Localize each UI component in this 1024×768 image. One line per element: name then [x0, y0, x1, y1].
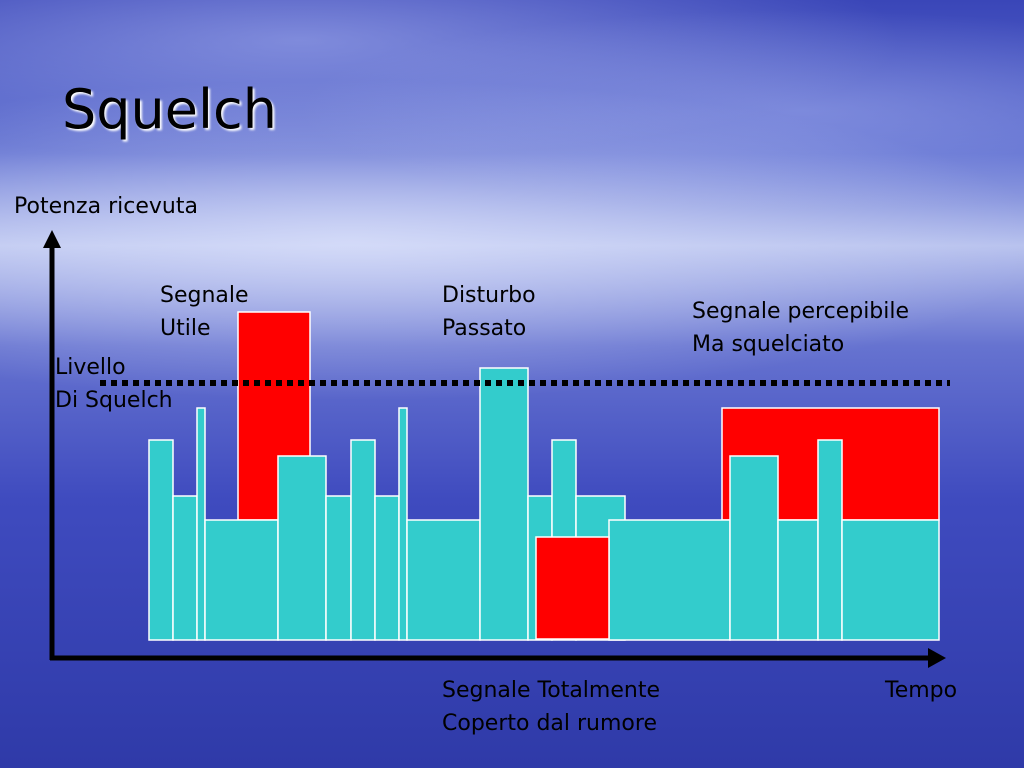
label-line: Ma squelciato	[692, 332, 845, 357]
noise-bar	[608, 519, 731, 641]
noise-bar	[374, 495, 400, 641]
noise-bar	[777, 519, 819, 641]
label-line: Di Squelch	[55, 388, 173, 413]
noise-bar	[196, 407, 206, 641]
label: Segnale Totalmente Coperto dal rumore	[442, 674, 660, 740]
y-arrow	[43, 230, 61, 248]
y-axis-label: Potenza ricevuta	[14, 194, 198, 219]
noise-bar	[325, 495, 352, 641]
noise-bar	[817, 439, 843, 641]
noise-bar	[148, 439, 174, 641]
noise-bar	[204, 519, 279, 641]
label: Segnale Utile	[160, 279, 249, 345]
noise-bar	[729, 455, 779, 641]
noise-bar	[398, 407, 408, 641]
label: Livello Di Squelch	[55, 351, 173, 417]
noise-bar	[841, 519, 940, 641]
slide-title: Squelch	[62, 78, 277, 141]
x-axis-label: Tempo	[885, 678, 958, 703]
label: Disturbo Passato	[442, 279, 536, 345]
noise-bar	[277, 455, 327, 641]
label-line: Segnale	[160, 283, 249, 308]
label-line: Passato	[442, 316, 527, 341]
label: Segnale percepibile Ma squelciato	[692, 295, 909, 361]
label-line: Segnale percepibile	[692, 299, 910, 324]
noise-bar	[172, 495, 198, 641]
noise-bar	[350, 439, 376, 641]
label-line: Utile	[160, 316, 211, 341]
noise-bar	[406, 519, 481, 641]
label-line: Coperto dal rumore	[442, 711, 657, 736]
label-line: Livello	[55, 355, 126, 380]
label-line: Disturbo	[442, 283, 536, 308]
x-arrow	[928, 648, 946, 668]
passed-disturbance	[479, 367, 529, 641]
label-line: Segnale Totalmente	[442, 678, 660, 703]
bars	[148, 311, 940, 641]
covered-signal	[535, 536, 610, 640]
